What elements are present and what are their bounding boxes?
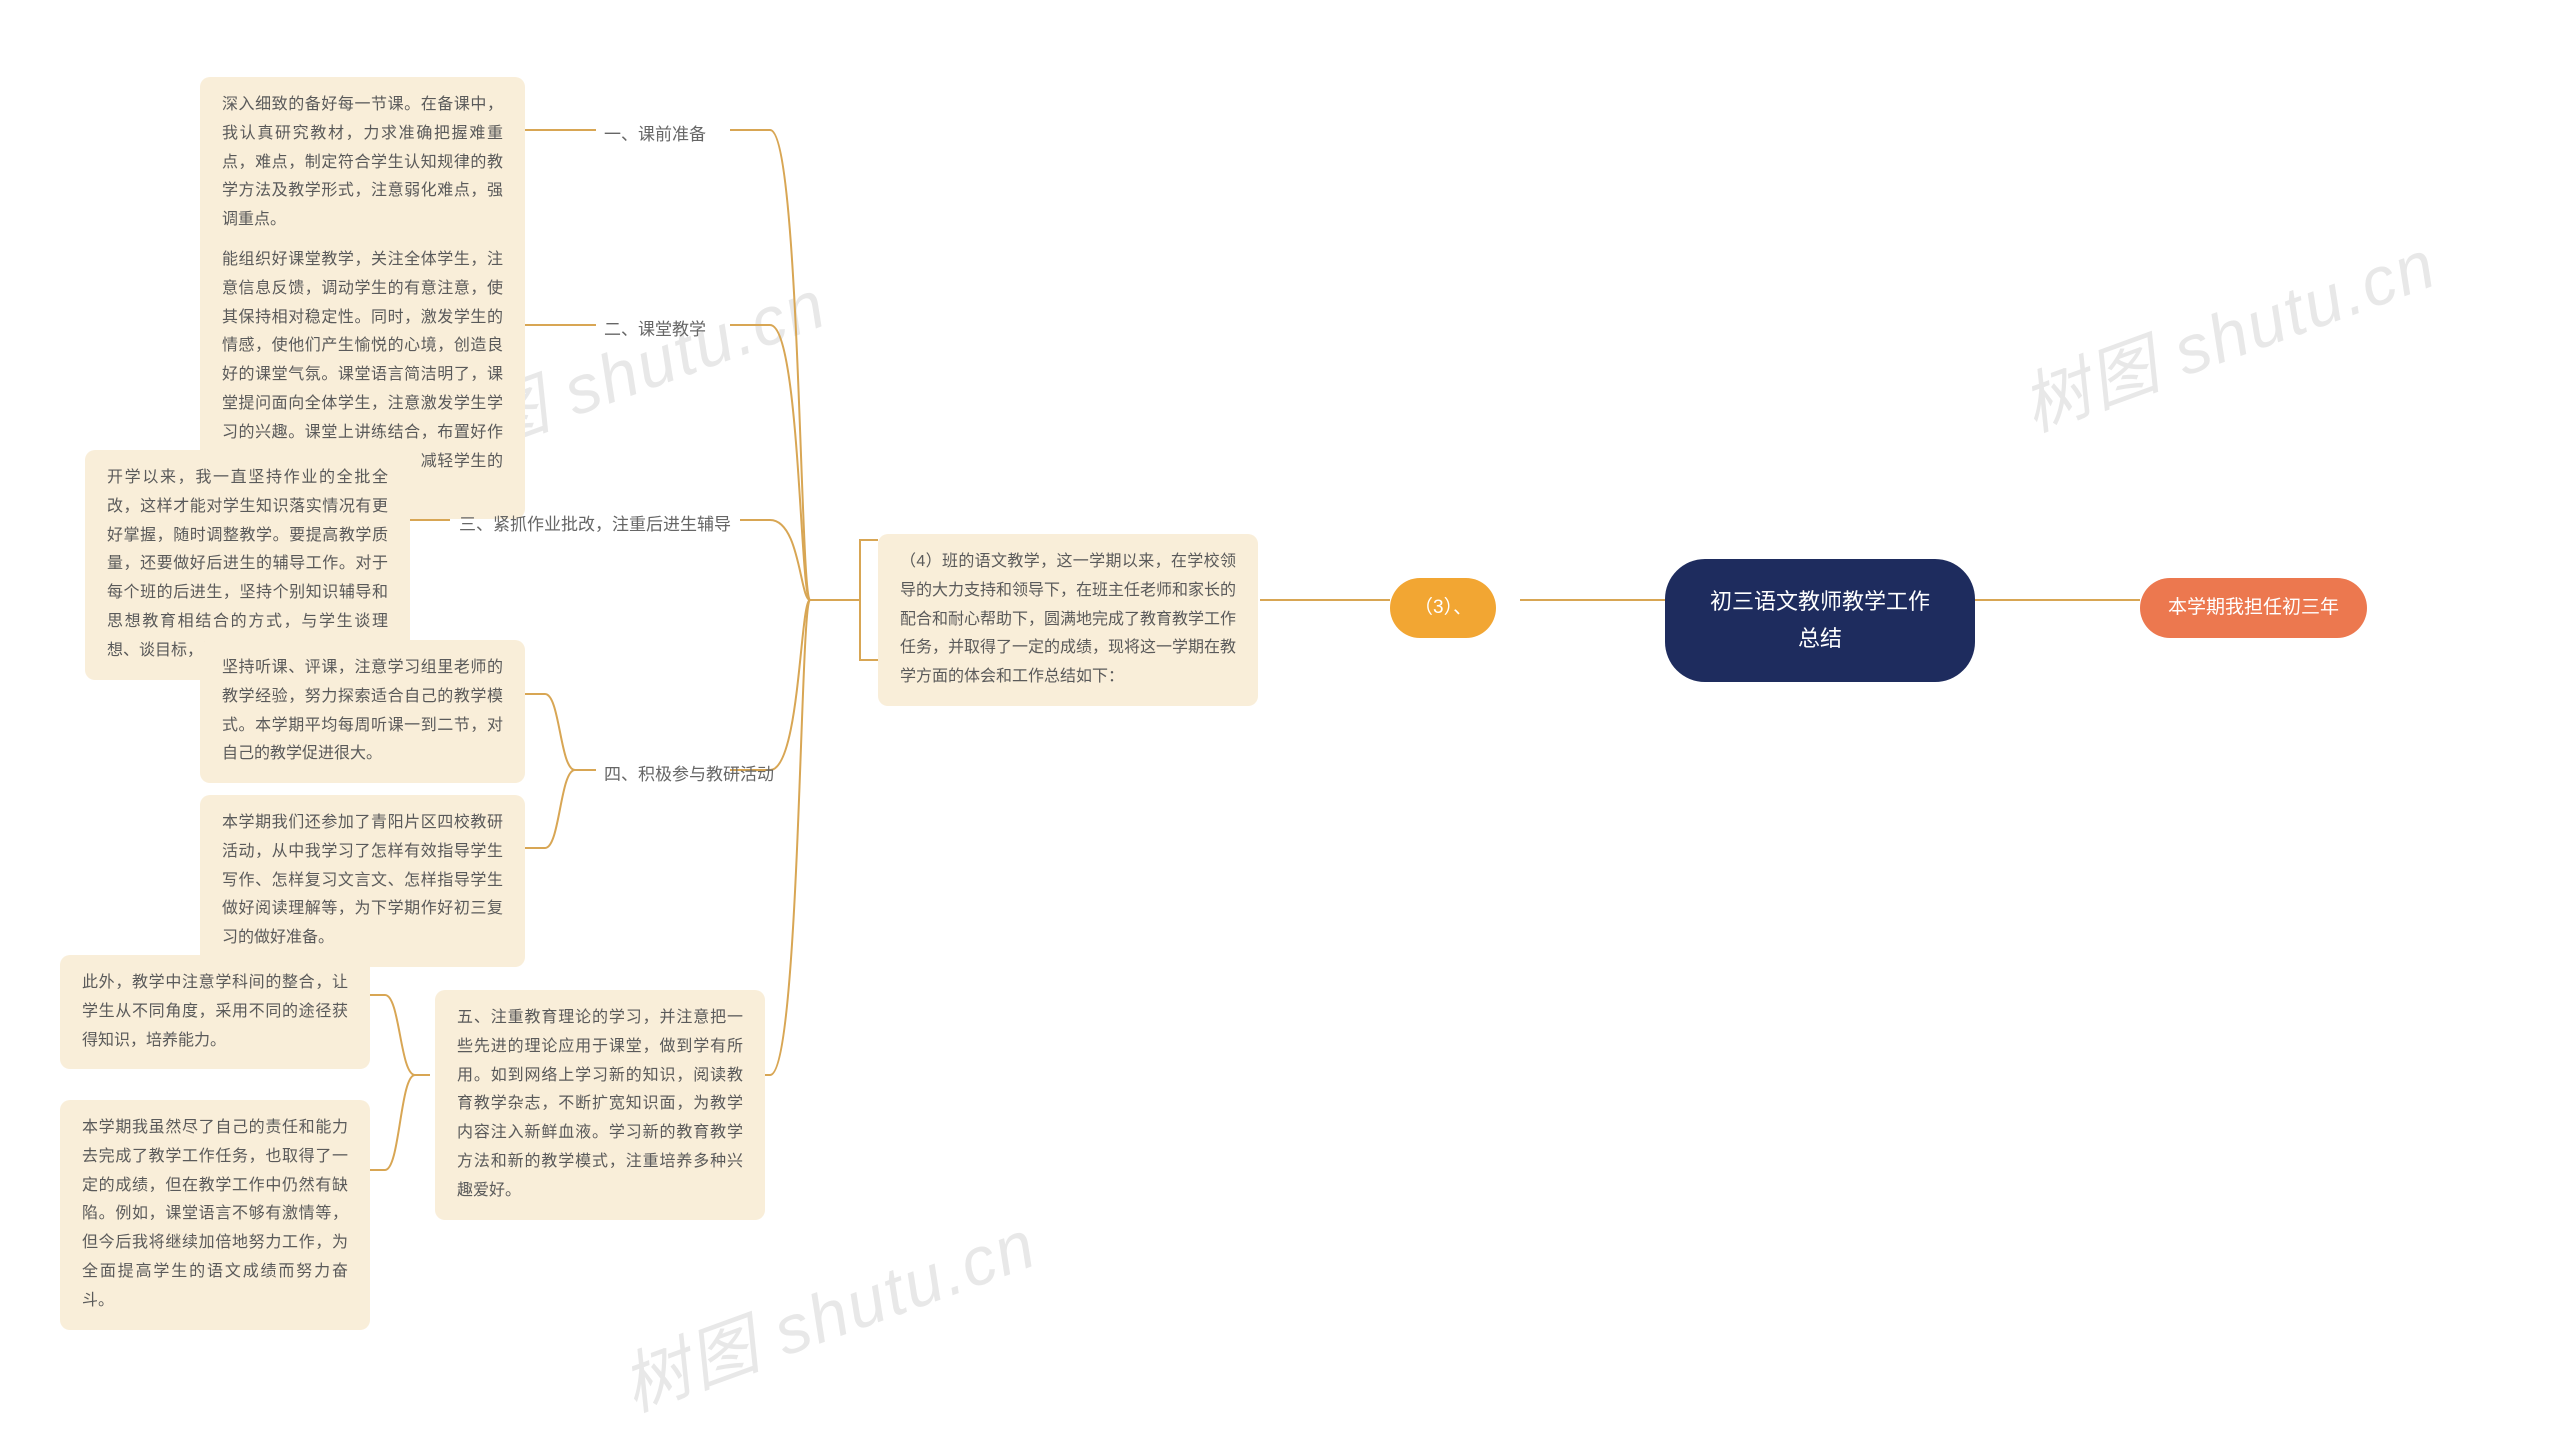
topic-3-leaf-0-text: 开学以来，我一直坚持作业的全批全改，这样才能对学生知识落实情况有更好掌握，随时调… (107, 469, 388, 659)
right-branch: 本学期我担任初三年 (2140, 578, 2367, 638)
left-branch-child: （4）班的语文教学，这一学期以来，在学校领导的大力支持和领导下，在班主任老师和家… (878, 534, 1258, 706)
topic-1-leaf-0: 深入细致的备好每一节课。在备课中，我认真研究教材，力求准确把握难重点，难点，制定… (200, 77, 525, 249)
topic-2: 二、课堂教学 (600, 308, 710, 353)
watermark: 树图 shutu.cn (606, 1189, 1048, 1430)
topic-3: 三、紧抓作业批改，注重后进生辅导 (455, 503, 735, 548)
topic-5-label: 五、注重教育理论的学习，并注意把一些先进的理论应用于课堂，做到学有所用。如到网络… (457, 1009, 743, 1199)
topic-1: 一、课前准备 (600, 113, 710, 158)
topic-1-leaf-0-text: 深入细致的备好每一节课。在备课中，我认真研究教材，力求准确把握难重点，难点，制定… (222, 96, 503, 228)
topic-5: 五、注重教育理论的学习，并注意把一些先进的理论应用于课堂，做到学有所用。如到网络… (435, 990, 765, 1220)
topic-4-leaf-1-text: 本学期我们还参加了青阳片区四校教研活动，从中我学习了怎样有效指导学生写作、怎样复… (222, 814, 503, 946)
topic-4: 四、积极参与教研活动 (600, 753, 778, 798)
topic-1-label: 一、课前准备 (604, 125, 706, 144)
left-branch-child-text: （4）班的语文教学，这一学期以来，在学校领导的大力支持和领导下，在班主任老师和家… (900, 553, 1236, 685)
topic-2-label: 二、课堂教学 (604, 320, 706, 339)
topic-4-label: 四、积极参与教研活动 (604, 765, 774, 784)
topic-5-leaf-0: 此外，教学中注意学科间的整合，让学生从不同角度，采用不同的途径获得知识，培养能力… (60, 955, 370, 1069)
right-branch-label: 本学期我担任初三年 (2168, 597, 2339, 618)
topic-4-leaf-0: 坚持听课、评课，注意学习组里老师的教学经验，努力探索适合自己的教学模式。本学期平… (200, 640, 525, 783)
root-node: 初三语文教师教学工作总结 (1665, 559, 1975, 682)
topic-4-leaf-1: 本学期我们还参加了青阳片区四校教研活动，从中我学习了怎样有效指导学生写作、怎样复… (200, 795, 525, 967)
topic-5-leaf-0-text: 此外，教学中注意学科间的整合，让学生从不同角度，采用不同的途径获得知识，培养能力… (82, 974, 348, 1049)
topic-3-label: 三、紧抓作业批改，注重后进生辅导 (459, 515, 731, 534)
topic-5-leaf-1-text: 本学期我虽然尽了自己的责任和能力去完成了教学工作任务，也取得了一定的成绩，但在教… (82, 1119, 348, 1309)
topic-5-leaf-1: 本学期我虽然尽了自己的责任和能力去完成了教学工作任务，也取得了一定的成绩，但在教… (60, 1100, 370, 1330)
left-branch: （3）、 (1390, 578, 1496, 638)
left-branch-label: （3）、 (1414, 597, 1472, 618)
topic-4-leaf-0-text: 坚持听课、评课，注意学习组里老师的教学经验，努力探索适合自己的教学模式。本学期平… (222, 659, 503, 762)
root-title: 初三语文教师教学工作总结 (1710, 589, 1930, 651)
watermark: 树图 shutu.cn (2006, 209, 2448, 450)
